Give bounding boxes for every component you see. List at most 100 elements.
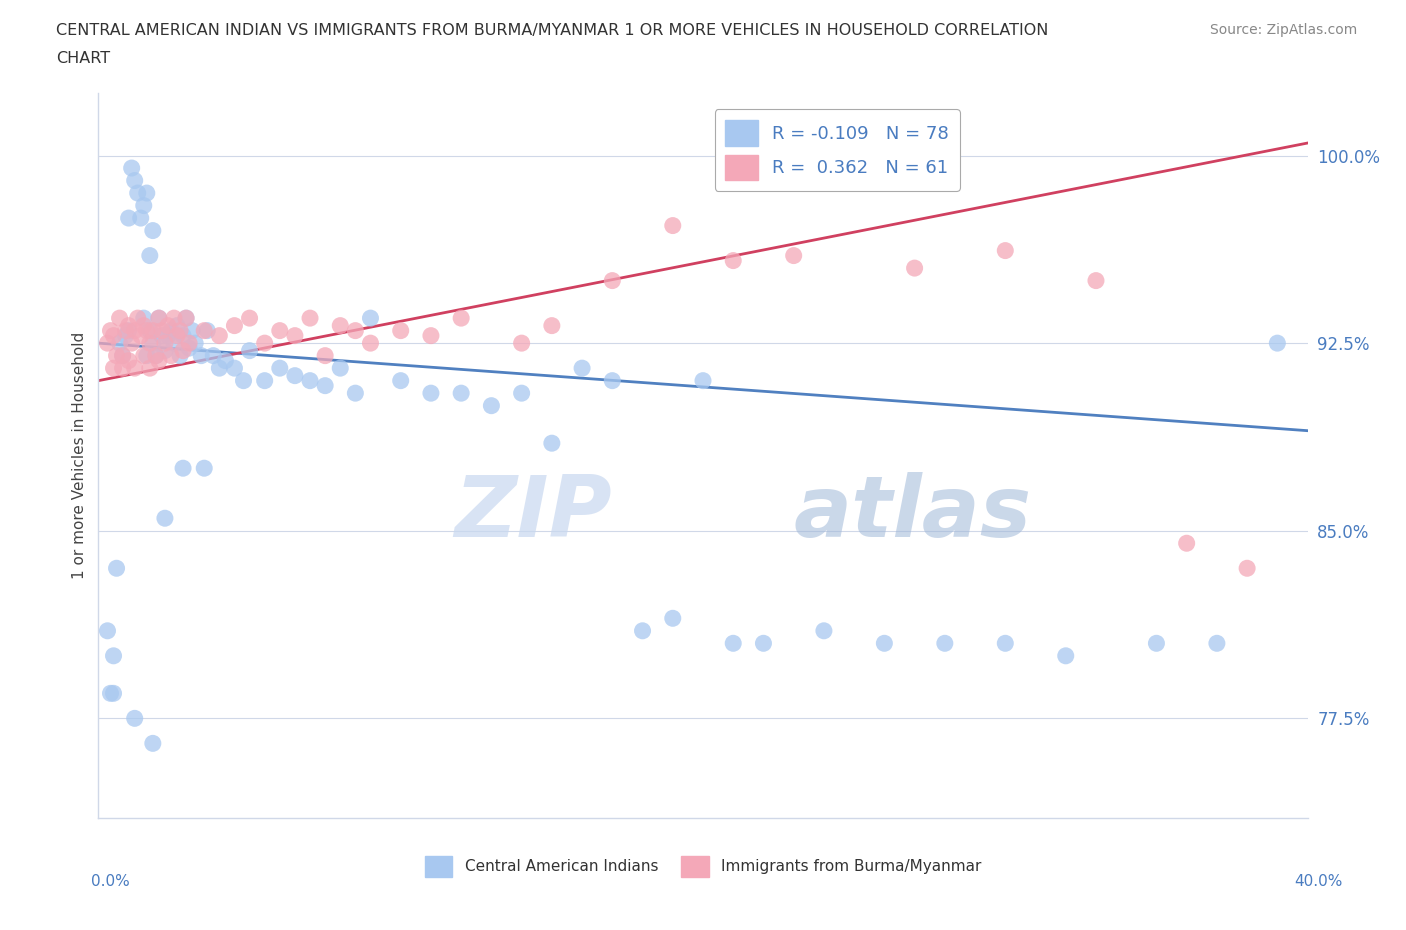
Point	[174, 311, 197, 325]
Point	[103, 648, 125, 663]
Point	[100, 686, 122, 701]
Point	[118, 210, 141, 225]
Point	[253, 336, 276, 351]
Point	[1085, 273, 1108, 288]
Point	[124, 361, 146, 376]
Point	[135, 186, 157, 201]
Point	[127, 311, 149, 325]
Point	[344, 386, 367, 401]
Point	[602, 373, 624, 388]
Point	[96, 623, 118, 638]
Point	[344, 324, 367, 339]
Point	[153, 511, 176, 525]
Text: CHART: CHART	[56, 51, 110, 66]
Point	[96, 336, 118, 351]
Point	[145, 348, 167, 363]
Point	[129, 210, 152, 225]
Point	[994, 636, 1017, 651]
Point	[132, 311, 155, 325]
Point	[111, 348, 134, 363]
Point	[118, 353, 141, 368]
Point	[124, 173, 146, 188]
Point	[108, 311, 131, 325]
Point	[114, 328, 136, 343]
Point	[389, 324, 412, 339]
Point	[135, 324, 157, 339]
Point	[174, 311, 197, 325]
Point	[103, 328, 125, 343]
Point	[253, 373, 276, 388]
Point	[269, 361, 291, 376]
Point	[190, 348, 212, 363]
Point	[172, 328, 194, 343]
Point	[510, 386, 533, 401]
Point	[752, 636, 775, 651]
Point	[284, 328, 307, 343]
Point	[1175, 536, 1198, 551]
Point	[121, 336, 143, 351]
Point	[179, 336, 201, 351]
Point	[239, 311, 262, 325]
Point	[214, 353, 236, 368]
Point	[602, 273, 624, 288]
Point	[105, 561, 128, 576]
Point	[132, 318, 155, 333]
Point	[202, 348, 225, 363]
Point	[450, 386, 472, 401]
Point	[723, 253, 745, 268]
Point	[314, 379, 336, 393]
Point	[163, 311, 186, 325]
Point	[299, 311, 322, 325]
Point	[124, 324, 146, 339]
Point	[153, 343, 176, 358]
Point	[139, 361, 162, 376]
Point	[934, 636, 956, 651]
Point	[139, 336, 162, 351]
Point	[166, 328, 188, 343]
Point	[904, 260, 927, 275]
Point	[150, 324, 173, 339]
Point	[166, 318, 188, 333]
Point	[148, 353, 170, 368]
Point	[184, 336, 207, 351]
Point	[160, 348, 183, 363]
Point	[169, 324, 191, 339]
Point	[450, 311, 472, 325]
Point	[111, 361, 134, 376]
Legend: Central American Indians, Immigrants from Burma/Myanmar: Central American Indians, Immigrants fro…	[419, 849, 987, 884]
Point	[873, 636, 896, 651]
Point	[1236, 561, 1258, 576]
Point	[145, 348, 167, 363]
Point	[160, 324, 183, 339]
Point	[510, 336, 533, 351]
Point	[329, 361, 352, 376]
Point	[1267, 336, 1289, 351]
Text: 40.0%: 40.0%	[1295, 874, 1343, 889]
Point	[100, 324, 122, 339]
Point	[105, 348, 128, 363]
Point	[1146, 636, 1168, 651]
Point	[132, 198, 155, 213]
Point	[269, 324, 291, 339]
Point	[179, 340, 201, 355]
Point	[1054, 648, 1077, 663]
Text: atlas: atlas	[793, 472, 1032, 555]
Point	[142, 736, 165, 751]
Point	[103, 686, 125, 701]
Point	[239, 343, 262, 358]
Point	[723, 636, 745, 651]
Y-axis label: 1 or more Vehicles in Household: 1 or more Vehicles in Household	[72, 332, 87, 579]
Point	[208, 328, 231, 343]
Text: ZIP: ZIP	[454, 472, 613, 555]
Point	[111, 348, 134, 363]
Point	[299, 373, 322, 388]
Point	[118, 324, 141, 339]
Point	[481, 398, 503, 413]
Point	[172, 460, 194, 475]
Point	[121, 161, 143, 176]
Point	[169, 348, 191, 363]
Point	[108, 336, 131, 351]
Point	[118, 318, 141, 333]
Point	[124, 711, 146, 725]
Point	[156, 318, 179, 333]
